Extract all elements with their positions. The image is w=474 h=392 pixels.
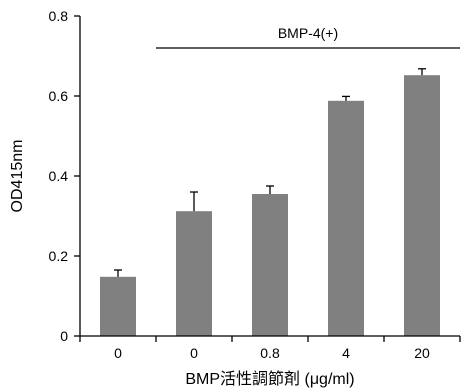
bar bbox=[176, 211, 212, 336]
y-tick-label: 0.8 bbox=[49, 8, 69, 24]
x-tick-label: 0 bbox=[114, 345, 122, 361]
error-bars bbox=[114, 68, 426, 277]
y-axis-ticks: 0 0.2 0.4 0.6 0.8 bbox=[49, 8, 80, 344]
bar bbox=[252, 194, 288, 336]
x-tick-label: 4 bbox=[342, 345, 350, 361]
y-axis-title: OD415nm bbox=[9, 140, 26, 213]
y-tick-label: 0.6 bbox=[49, 88, 69, 104]
bars bbox=[100, 75, 440, 336]
x-axis-title: BMP活性調節剤 (μg/ml) bbox=[185, 370, 354, 388]
x-axis-ticks: 0 0 0.8 4 20 bbox=[79, 336, 461, 361]
annotation-label: BMP-4(+) bbox=[278, 25, 338, 41]
bar bbox=[328, 100, 364, 336]
bar bbox=[404, 75, 440, 336]
y-tick-label: 0.4 bbox=[49, 168, 69, 184]
y-tick-label: 0.2 bbox=[49, 248, 69, 264]
y-tick-label: 0 bbox=[60, 328, 68, 344]
bar bbox=[100, 276, 136, 336]
x-tick-label: 0 bbox=[190, 345, 198, 361]
x-tick-label: 0.8 bbox=[260, 345, 280, 361]
x-tick-label: 20 bbox=[414, 345, 430, 361]
